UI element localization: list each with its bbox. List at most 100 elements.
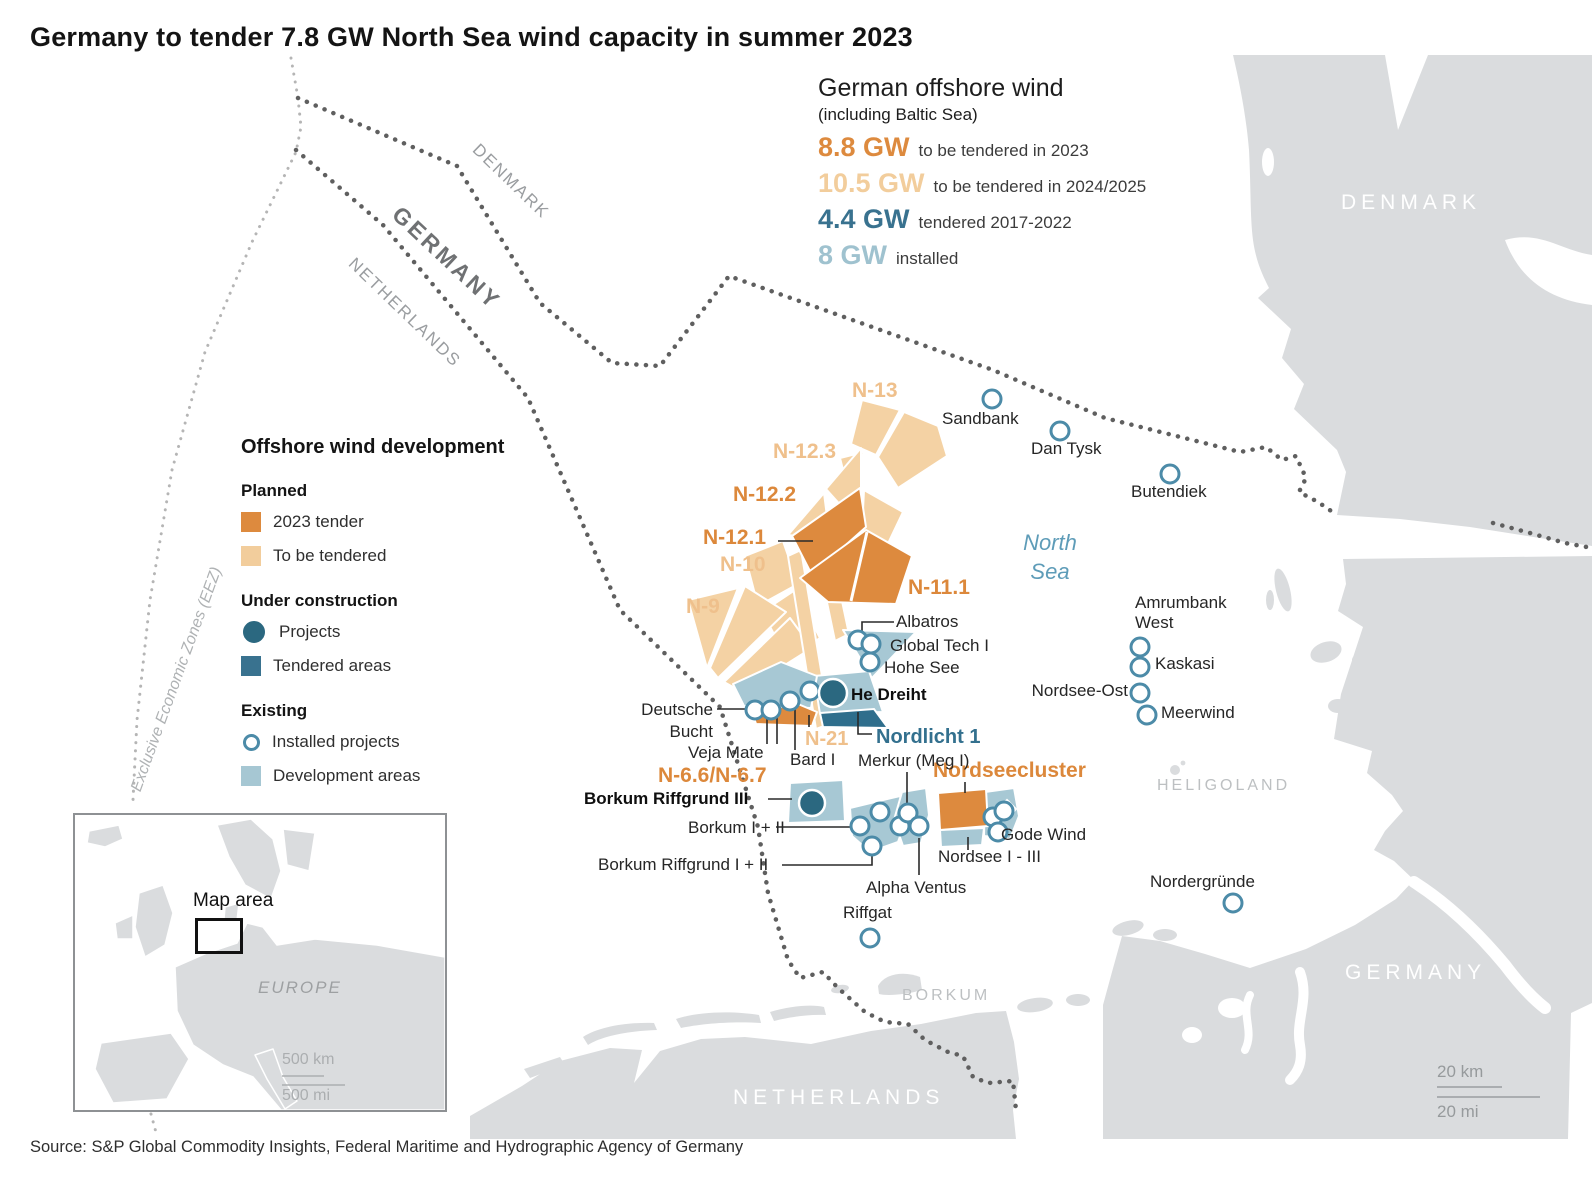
label-gode-wind: Gode Wind [1001, 825, 1087, 844]
stat-label: to be tendered in 2023 [918, 141, 1089, 160]
borkum-riffgrund-3-marker [797, 788, 827, 818]
border-germany-netherlands [293, 147, 1019, 1113]
legend-item: Projects [241, 619, 541, 645]
installed-project-circles [744, 388, 1244, 949]
label-nordergruende: Nordergründe [1150, 872, 1255, 891]
label-n123: N-12.3 [773, 440, 837, 463]
label-global-tech: Global Tech I [890, 636, 989, 655]
label-dan-tysk: Dan Tysk [1031, 439, 1102, 458]
label-borkum-island: BORKUM [902, 987, 991, 1004]
legend-item-label: 2023 tender [273, 512, 364, 531]
label-n13: N-13 [852, 379, 898, 402]
label-butendiek: Butendiek [1131, 482, 1207, 501]
label-north-sea: North Sea [1005, 528, 1095, 586]
legend-item-label: Projects [279, 622, 341, 641]
label-nordsee-ost: Nordsee-Ost [1031, 681, 1128, 700]
land-label-germany: GERMANY [1345, 961, 1487, 984]
label-borkum-riffgrund-3: Borkum Riffgrund III [584, 789, 749, 808]
stats-panel: German offshore wind (including Baltic S… [818, 74, 1238, 269]
label-heligoland: HELIGOLAND [1157, 777, 1291, 794]
source-credit: Source: S&P Global Commodity Insights, F… [30, 1138, 744, 1156]
label-n122: N-12.2 [733, 483, 797, 506]
label-he-dreiht: He Dreiht [851, 685, 927, 704]
stat-row: 10.5 GW to be tendered in 2024/2025 [818, 170, 1238, 197]
leader-lines [717, 540, 969, 875]
scale-bars [1437, 1086, 1540, 1098]
legend-item-label: Installed projects [272, 732, 400, 751]
under-construction-circles [797, 677, 849, 818]
label-deutsche-bucht-line2: Bucht [669, 722, 713, 741]
lightblue-square-swatch [241, 766, 261, 786]
north-sea-line2: Sea [1030, 559, 1070, 584]
label-meerwind: Meerwind [1161, 703, 1235, 722]
he-dreiht-marker [817, 677, 849, 709]
orange-square-swatch [241, 512, 261, 532]
label-borkum-1-2: Borkum I + II [688, 818, 785, 837]
stat-row: 8.8 GW to be tendered in 2023 [818, 134, 1238, 161]
land-label-denmark: DENMARK [1341, 191, 1482, 214]
stat-label: tendered 2017-2022 [918, 213, 1072, 232]
land-label-netherlands: NETHERLANDS [733, 1086, 945, 1109]
label-veja-mate: Veja Mate [688, 743, 764, 762]
legend-item-label: Development areas [273, 766, 421, 785]
inset-europe-label: EUROPE [258, 978, 342, 997]
tan-square-swatch [241, 546, 261, 566]
label-merkur: Merkur (Meg I) [858, 751, 970, 770]
ring-circle-swatch [243, 733, 260, 751]
inset-europe-map [75, 815, 445, 1110]
teal-circle-swatch [241, 619, 267, 645]
label-n66-n67: N-6.6/N-6.7 [658, 764, 767, 787]
inset-map-area-label: Map area [193, 890, 274, 911]
north-sea-line1: North [1023, 530, 1077, 555]
country-borders-dashed [293, 95, 1592, 1113]
stat-value: 4.4 GW [818, 204, 910, 234]
land-netherlands [470, 973, 1090, 1139]
stat-row: 4.4 GW tendered 2017-2022 [818, 206, 1238, 233]
label-n121: N-12.1 [703, 526, 767, 549]
label-n10: N-10 [720, 553, 766, 576]
land-denmark-cuts [1262, 55, 1592, 305]
page-title: Germany to tender 7.8 GW North Sea wind … [30, 22, 913, 52]
scale-km-label: 20 km [1437, 1062, 1484, 1081]
stat-label: installed [896, 249, 959, 268]
label-hohe-see: Hohe See [884, 658, 960, 677]
legend-item: Tendered areas [241, 653, 541, 679]
legend-item-label: To be tendered [273, 546, 387, 565]
label-amrumbank-line2: West [1135, 613, 1174, 632]
label-deutsche-bucht-line1: Deutsche [641, 700, 713, 719]
inset-scale-bars [282, 1075, 345, 1086]
stat-value: 8.8 GW [818, 132, 910, 162]
label-n21: N-21 [805, 728, 849, 750]
inset-map-area-rect [195, 918, 243, 954]
rivers-germany-blobs [1182, 998, 1246, 1043]
legend-group-existing: Existing [241, 701, 308, 720]
area-split-line [849, 531, 869, 602]
legend-item: Development areas [241, 763, 541, 789]
rivers-germany [1241, 876, 1551, 1085]
border-denmark-coast [1490, 520, 1592, 551]
label-borkum-riffgrund-1-2: Borkum Riffgrund I + II [598, 855, 769, 874]
label-n111: N-11.1 [908, 576, 970, 599]
label-kaskasi: Kaskasi [1155, 654, 1215, 673]
inset-scale-mi: 500 mi [282, 1087, 331, 1104]
stats-title: German offshore wind [818, 74, 1064, 102]
label-nordlicht-1: Nordlicht 1 [876, 726, 981, 748]
stat-value: 10.5 GW [818, 168, 925, 198]
stat-label: to be tendered in 2024/2025 [933, 177, 1147, 196]
stats-subtitle: (including Baltic Sea) [818, 105, 978, 124]
label-bard-1: Bard I [790, 750, 836, 769]
scale-mi-label: 20 mi [1437, 1102, 1479, 1121]
legend-item: 2023 tender [241, 509, 541, 535]
legend-group-under-construction: Under construction [241, 591, 398, 610]
inset-scale-km: 500 km [282, 1051, 335, 1068]
area-tendered-nordlicht [818, 707, 891, 730]
legend-title: Offshore wind development [241, 436, 505, 458]
legend-item-label: Tendered areas [273, 656, 392, 675]
map-legend: Offshore wind development Planned 2023 t… [241, 436, 541, 789]
label-amrumbank-line1: Amrumbank [1135, 593, 1227, 612]
legend-group-planned: Planned [241, 481, 308, 500]
label-nordseecluster: Nordseecluster [933, 759, 1086, 782]
legend-item: Installed projects [241, 729, 541, 755]
inset-locator-map: Map area EUROPE 500 km 500 mi [73, 813, 447, 1112]
